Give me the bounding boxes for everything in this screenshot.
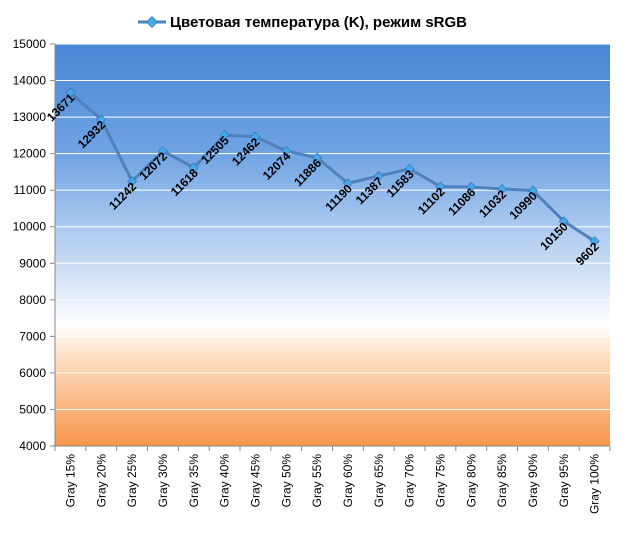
x-tick-label: Gray 35% bbox=[187, 454, 201, 508]
y-tick-label: 12000 bbox=[13, 147, 47, 161]
y-tick-label: 10000 bbox=[13, 220, 47, 234]
data-point bbox=[373, 170, 384, 182]
y-tick-label: 14000 bbox=[13, 74, 47, 88]
y-tick-label: 7000 bbox=[19, 329, 46, 343]
data-point bbox=[497, 183, 508, 195]
series bbox=[65, 87, 600, 247]
x-tick-label: Gray 60% bbox=[341, 454, 355, 508]
x-tick-label: Gray 30% bbox=[156, 454, 170, 508]
x-tick-label: Gray 15% bbox=[63, 454, 77, 508]
y-tick-label: 5000 bbox=[19, 402, 46, 416]
data-point bbox=[188, 162, 199, 173]
data-point bbox=[342, 178, 353, 189]
series-line bbox=[69, 91, 596, 243]
data-point bbox=[435, 181, 446, 192]
x-tick-label: Gray 40% bbox=[218, 454, 232, 508]
data-point bbox=[404, 163, 415, 174]
y-tick-label: 8000 bbox=[19, 293, 46, 307]
data-point bbox=[127, 176, 138, 187]
plot-area bbox=[55, 44, 610, 446]
x-tick-label: Gray 65% bbox=[372, 454, 386, 508]
y-axis-tick-labels: 4000 5000 6000 7000 8000 9000 10000 11000 12000 1… bbox=[13, 37, 55, 453]
y-tick-label: 9000 bbox=[19, 256, 46, 270]
data-point bbox=[219, 130, 230, 141]
legend: Цветовая температура (K), режим sRGB bbox=[138, 14, 467, 31]
y-tick-label: 15000 bbox=[13, 37, 47, 51]
y-tick-label: 13000 bbox=[13, 110, 47, 124]
x-tick-label: Gray 95% bbox=[557, 454, 571, 508]
data-point bbox=[558, 216, 569, 227]
data-point bbox=[96, 114, 107, 125]
x-tick-label: Gray 75% bbox=[433, 454, 447, 508]
x-axis-tick-labels: Gray 15% Gray 20% Gray 25% Gray 30% Gray 35%… bbox=[54, 446, 611, 514]
data-point bbox=[466, 181, 477, 193]
data-point bbox=[65, 87, 76, 98]
x-tick-label: Gray 55% bbox=[310, 454, 324, 508]
y-tick-label: 6000 bbox=[19, 366, 46, 380]
x-tick-label: Gray 45% bbox=[248, 454, 262, 508]
x-tick-label: Gray 85% bbox=[495, 454, 509, 508]
data-point bbox=[250, 131, 261, 142]
legend-label: Цветовая температура (K), режим sRGB bbox=[170, 14, 467, 31]
x-tick-label: Gray 70% bbox=[403, 454, 417, 508]
x-tick-label: Gray 90% bbox=[526, 454, 540, 508]
gridlines bbox=[55, 43, 610, 410]
data-point bbox=[589, 236, 600, 247]
x-tick-label: Gray 20% bbox=[94, 454, 108, 508]
y-tick-label: 4000 bbox=[19, 439, 46, 453]
x-tick-label: Gray 25% bbox=[125, 454, 139, 508]
data-point bbox=[527, 185, 538, 196]
legend-marker bbox=[145, 15, 159, 29]
x-tick-label: Gray 80% bbox=[464, 454, 478, 508]
data-point bbox=[281, 145, 292, 156]
x-tick-label: Gray 100% bbox=[588, 454, 602, 514]
y-tick-label: 11000 bbox=[14, 183, 47, 197]
data-point bbox=[312, 152, 323, 163]
data-point bbox=[157, 145, 168, 157]
x-tick-label: Gray 50% bbox=[279, 454, 293, 508]
